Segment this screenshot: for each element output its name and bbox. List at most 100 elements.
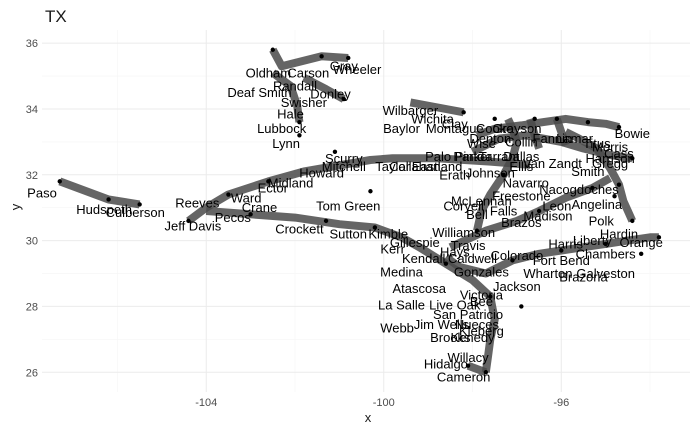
point-label: Freestone — [492, 189, 551, 204]
point-label: Colorado — [491, 248, 544, 263]
y-tick-label: 36 — [26, 38, 38, 50]
point-label: Harris — [548, 236, 583, 251]
point-label: Coryell — [443, 199, 484, 214]
point-label: Randall — [273, 78, 317, 93]
point-label: Willacy — [447, 350, 489, 365]
point-label: Harrison — [586, 151, 635, 166]
point-label: Lynn — [272, 136, 300, 151]
point-label: Hardin — [600, 227, 638, 242]
point-label: Tom Green — [316, 199, 380, 214]
data-point — [443, 261, 449, 266]
point-label: Wheeler — [333, 62, 382, 77]
point-label: Crane — [242, 200, 277, 215]
x-tick-label: -100 — [373, 397, 395, 409]
data-point — [616, 124, 622, 130]
point-label: Crockett — [275, 222, 324, 237]
point-label: Live Oak — [429, 297, 481, 312]
data-point — [341, 96, 347, 102]
data-point — [559, 248, 564, 253]
point-label: Polk — [589, 213, 615, 228]
point-label: Fort Bend — [533, 253, 590, 268]
point-label: San Patricio — [433, 307, 503, 322]
data-point — [465, 363, 471, 368]
data-point — [656, 235, 662, 240]
point-label: Kerr — [380, 241, 405, 256]
point-label: Howard — [299, 166, 344, 181]
point-label: Leon — [542, 199, 571, 214]
chart-title: TX — [45, 7, 67, 26]
point-label: Brooks — [430, 330, 471, 345]
point-label: Jeff Davis — [164, 218, 221, 233]
data-point — [638, 251, 644, 256]
track-path — [473, 117, 521, 232]
data-point — [248, 212, 253, 217]
data-point — [474, 228, 480, 233]
point-label: Bowie — [615, 126, 650, 141]
point-label: Bee — [470, 294, 493, 309]
data-point — [186, 218, 191, 224]
data-point — [461, 110, 466, 115]
point-label: Hidalgo — [424, 357, 468, 372]
point-label: La Salle — [378, 297, 425, 312]
point-label: Brazoria — [559, 269, 608, 284]
track-path — [186, 154, 531, 225]
x-axis-title: x — [365, 410, 372, 425]
point-label: Ector — [258, 180, 289, 195]
point-label: Jackson — [493, 279, 541, 294]
point-label: Scurry — [325, 151, 363, 166]
point-label: Titus — [583, 136, 611, 151]
data-point — [106, 197, 111, 202]
y-tick-label: 34 — [26, 104, 38, 116]
data-point — [368, 189, 373, 194]
data-point — [585, 119, 591, 125]
point-label: Hudspeth — [76, 202, 132, 217]
data-point — [137, 202, 142, 207]
point-label: Wilbarger — [383, 103, 439, 118]
point-label: Van Zandt — [523, 156, 582, 171]
y-axis-tick-labels: 26 28 30 32 34 36 — [26, 38, 38, 379]
point-label: Gray — [330, 59, 359, 74]
data-point — [346, 55, 351, 61]
data-point — [266, 179, 271, 184]
data-point — [483, 370, 489, 375]
point-label: Jim Wells — [414, 317, 470, 332]
point-label: Gregg — [592, 156, 628, 171]
point-label: Brazos — [501, 215, 542, 230]
point-label: Swisher — [281, 95, 328, 110]
point-label: Collin — [505, 134, 538, 149]
x-tick-label: -96 — [553, 397, 569, 409]
data-point — [519, 304, 524, 309]
point-label: Donley — [310, 87, 351, 102]
point-label: Kendall — [402, 251, 445, 266]
point-label: Bell — [466, 207, 488, 222]
point-label: Orange — [619, 235, 662, 250]
point-label: Travis — [451, 238, 486, 253]
point-label: Kleberg — [459, 324, 504, 339]
data-point — [616, 182, 622, 187]
point-label: Mitchell — [322, 159, 366, 174]
point-label: Cameron — [437, 370, 490, 385]
point-label: Lamar — [556, 131, 594, 146]
point-label: Clay — [442, 116, 469, 131]
point-label: Baylor — [383, 121, 421, 136]
track-path — [269, 47, 349, 71]
x-tick-label: -104 — [195, 397, 217, 409]
point-label: Wichita — [411, 111, 454, 126]
point-label: Webb — [380, 320, 414, 335]
point-label: Culberson — [106, 205, 165, 220]
point-label: Cooke — [476, 121, 514, 136]
track-path — [302, 74, 346, 103]
data-point — [536, 208, 542, 214]
point-label: Galveston — [576, 266, 635, 281]
point-label: Wise — [467, 136, 496, 151]
point-label: Parker — [453, 149, 492, 164]
point-label: Angelina — [571, 197, 622, 212]
point-label: Deaf Smith — [227, 85, 291, 100]
data-point — [630, 218, 635, 224]
point-label: Kimble — [368, 227, 408, 242]
point-label: Madison — [523, 208, 572, 223]
data-point — [270, 47, 275, 52]
point-label: Lubbock — [257, 121, 307, 136]
